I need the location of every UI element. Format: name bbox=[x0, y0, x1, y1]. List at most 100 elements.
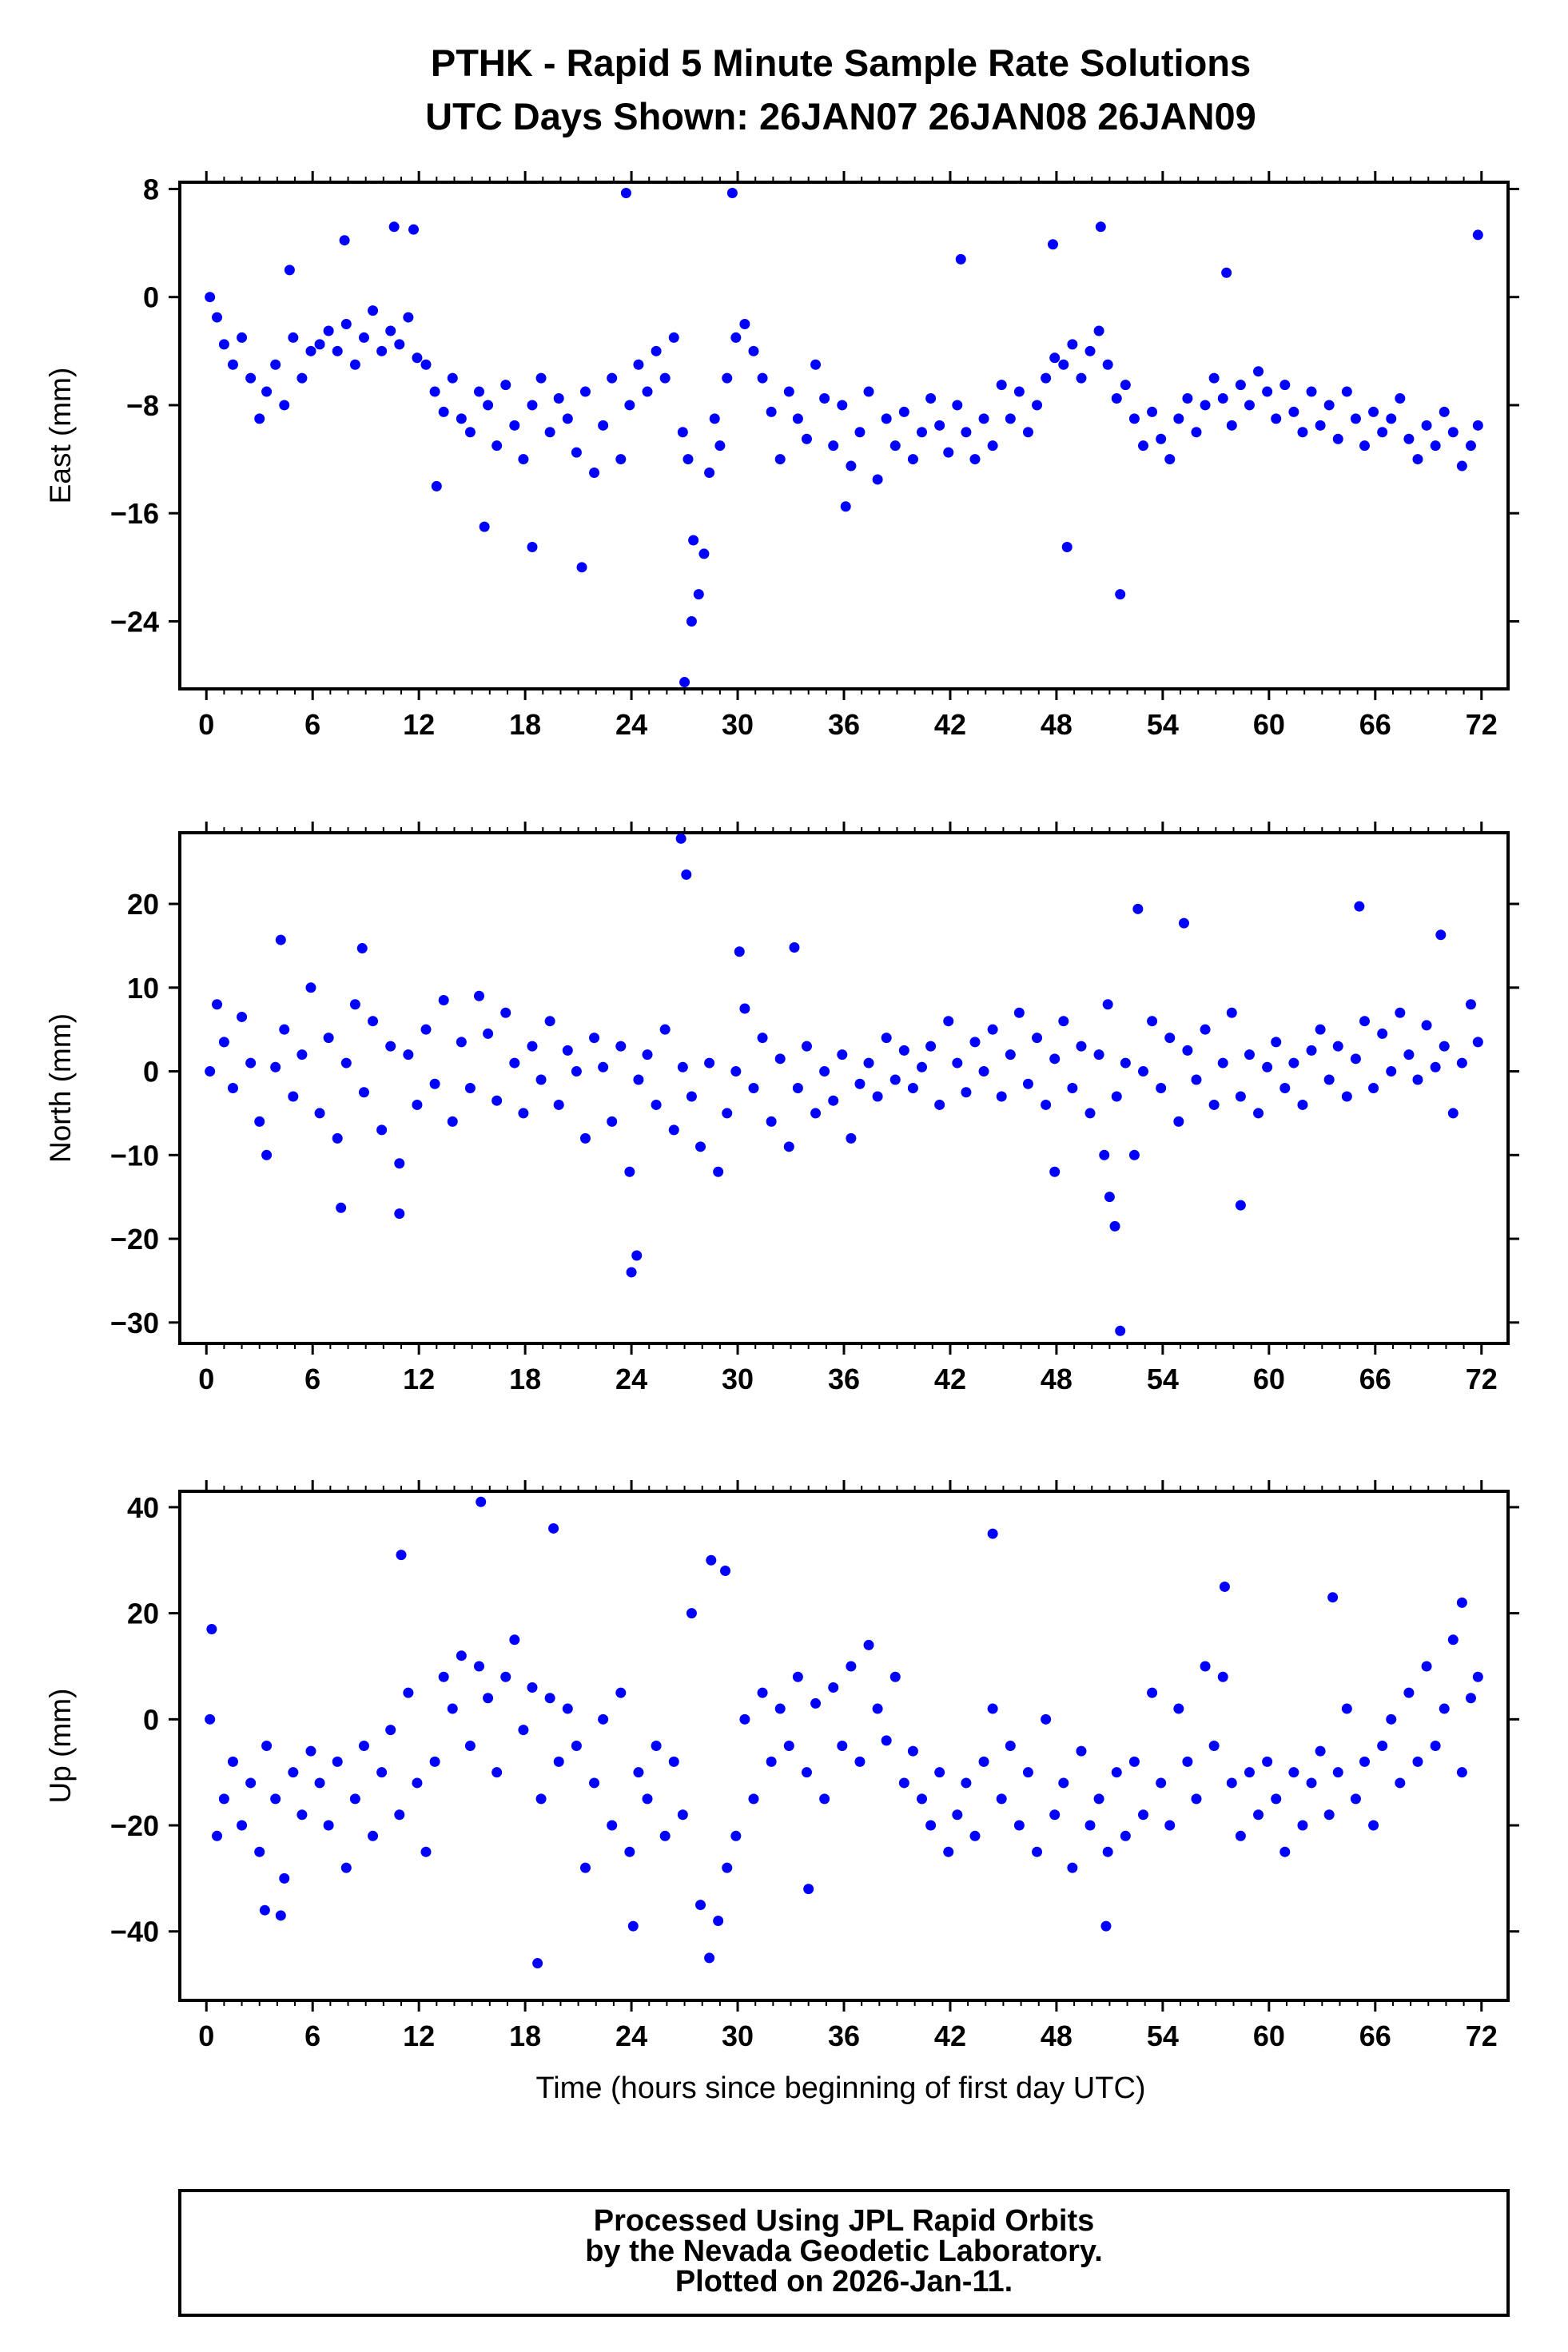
north-data-point bbox=[403, 1049, 414, 1061]
east-data-point bbox=[429, 386, 440, 397]
east-data-point bbox=[1067, 339, 1078, 350]
east-data-point bbox=[925, 393, 937, 404]
east-data-point bbox=[898, 406, 909, 417]
east-y-tick-label: 0 bbox=[143, 281, 159, 314]
up-data-point bbox=[1306, 1777, 1317, 1789]
up-data-point bbox=[1377, 1741, 1388, 1751]
east-x-tick-label: 66 bbox=[1359, 708, 1391, 741]
north-y-tick-label: 20 bbox=[127, 888, 159, 921]
up-data-point bbox=[1288, 1767, 1299, 1778]
east-data-point bbox=[1244, 400, 1255, 411]
up-x-tick-label: 66 bbox=[1359, 2020, 1391, 2052]
north-data-point bbox=[1049, 1166, 1061, 1177]
east-data-point bbox=[1128, 413, 1140, 424]
up-data-point bbox=[987, 1703, 998, 1714]
up-data-point bbox=[1297, 1820, 1308, 1831]
north-data-point bbox=[261, 1149, 273, 1160]
north-data-point bbox=[626, 1267, 637, 1278]
east-data-point bbox=[394, 339, 405, 350]
up-data-point bbox=[722, 1862, 733, 1873]
east-x-tick-label: 12 bbox=[403, 708, 435, 741]
east-data-point bbox=[1208, 372, 1220, 384]
north-data-point bbox=[254, 1116, 265, 1127]
up-data-point bbox=[907, 1745, 918, 1757]
east-data-point bbox=[969, 454, 981, 465]
north-data-point bbox=[872, 1091, 883, 1102]
footer-line3: Plotted on 2026-Jan-11. bbox=[675, 2265, 1013, 2298]
east-data-point bbox=[620, 188, 631, 199]
up-data-point bbox=[934, 1767, 945, 1778]
north-data-point bbox=[854, 1078, 866, 1089]
up-data-point bbox=[1005, 1741, 1016, 1751]
east-data-point bbox=[1465, 440, 1476, 452]
north-data-point bbox=[376, 1124, 388, 1136]
east-data-point bbox=[518, 454, 529, 465]
east-data-point bbox=[987, 440, 998, 452]
north-data-point bbox=[1244, 1049, 1255, 1061]
east-data-point bbox=[828, 440, 839, 452]
up-data-point bbox=[1058, 1777, 1069, 1789]
east-data-point bbox=[1323, 400, 1335, 411]
up-data-point bbox=[607, 1820, 618, 1831]
up-data-point bbox=[491, 1767, 503, 1778]
east-data-point bbox=[693, 589, 704, 600]
up-data-point bbox=[889, 1671, 901, 1682]
east-data-point bbox=[237, 332, 248, 343]
east-data-point bbox=[810, 359, 822, 370]
north-panel: 0 6 12 18 24 30 36 42 48 54 60 66 72 20 10 0 −10 −20 −30 No… bbox=[44, 822, 1519, 1395]
east-data-point bbox=[562, 413, 573, 424]
up-data-point bbox=[651, 1741, 662, 1751]
east-data-point bbox=[1315, 420, 1326, 431]
footer-line2: by the Nevada Geodetic Laboratory. bbox=[585, 2235, 1103, 2268]
north-data-point bbox=[734, 946, 745, 957]
east-data-point bbox=[1279, 380, 1291, 391]
east-data-point bbox=[412, 352, 423, 364]
up-data-point bbox=[1332, 1767, 1343, 1778]
east-data-point bbox=[774, 454, 786, 465]
north-data-point bbox=[483, 1028, 494, 1039]
east-data-point bbox=[1061, 541, 1073, 552]
north-y-tick-label: 0 bbox=[143, 1056, 159, 1088]
up-data-point bbox=[212, 1830, 223, 1841]
east-data-point bbox=[279, 400, 290, 411]
east-data-point bbox=[1164, 454, 1176, 465]
up-x-tick-label: 72 bbox=[1466, 2020, 1498, 2052]
up-data-point bbox=[456, 1650, 467, 1662]
north-data-point bbox=[1120, 1057, 1131, 1069]
east-y-tick-label: −16 bbox=[110, 497, 159, 530]
north-data-point bbox=[1235, 1091, 1246, 1102]
up-data-point bbox=[1327, 1592, 1339, 1603]
up-data-point bbox=[1341, 1703, 1352, 1714]
up-data-point bbox=[420, 1846, 432, 1857]
up-data-point bbox=[1253, 1809, 1264, 1821]
east-data-point bbox=[686, 615, 697, 627]
up-data-point bbox=[1315, 1745, 1326, 1757]
north-data-point bbox=[722, 1108, 733, 1119]
east-data-point bbox=[1350, 413, 1361, 424]
east-data-point bbox=[509, 420, 520, 431]
east-data-point bbox=[1084, 345, 1096, 356]
up-data-point bbox=[227, 1756, 238, 1767]
north-y-tick-label: −10 bbox=[110, 1139, 159, 1172]
north-data-point bbox=[275, 934, 286, 945]
north-data-point bbox=[837, 1049, 848, 1061]
north-data-point bbox=[631, 1250, 643, 1261]
north-data-point bbox=[1226, 1007, 1237, 1018]
north-data-point bbox=[739, 1003, 750, 1014]
north-data-point bbox=[978, 1066, 989, 1077]
east-data-point bbox=[358, 332, 369, 343]
north-data-point bbox=[296, 1049, 308, 1061]
east-data-point bbox=[576, 562, 587, 573]
north-data-point bbox=[1111, 1091, 1122, 1102]
up-y-tick-label: 20 bbox=[127, 1598, 159, 1630]
east-data-point bbox=[1102, 359, 1113, 370]
up-data-point bbox=[748, 1793, 759, 1805]
up-data-point bbox=[969, 1830, 981, 1841]
up-data-point bbox=[1076, 1745, 1087, 1757]
east-data-point bbox=[872, 474, 883, 485]
up-data-point bbox=[323, 1820, 334, 1831]
east-data-point bbox=[615, 454, 627, 465]
up-data-point bbox=[706, 1554, 717, 1566]
north-data-point bbox=[1306, 1045, 1317, 1056]
north-x-tick-label: 12 bbox=[403, 1363, 435, 1395]
